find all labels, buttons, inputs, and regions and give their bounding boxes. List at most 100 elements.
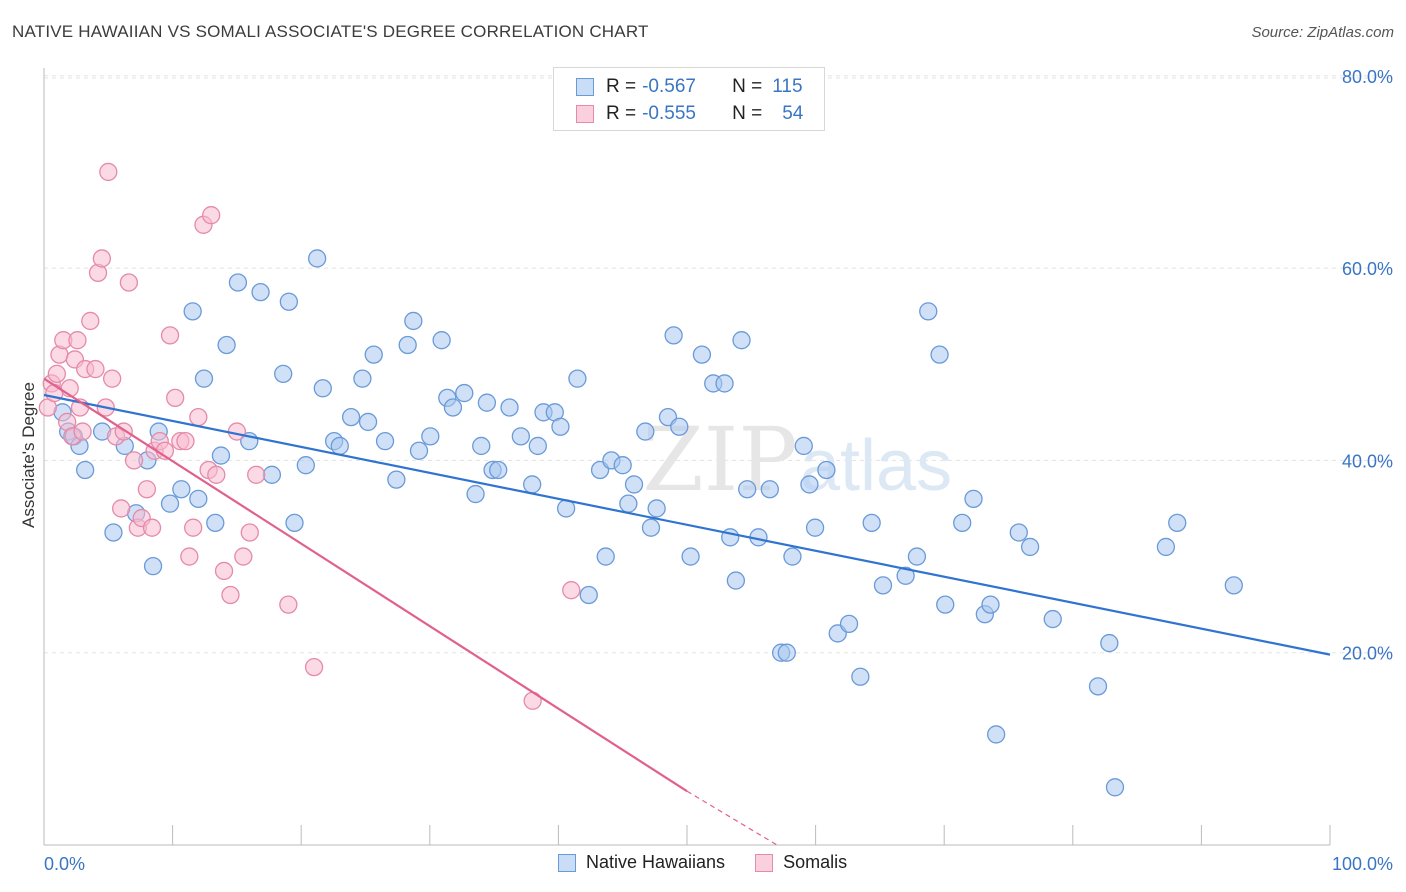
data-point-native-hawaiians: [189, 489, 208, 508]
data-point-native-hawaiians: [330, 436, 349, 456]
data-point-somalis: [221, 585, 240, 605]
data-point-native-hawaiians: [670, 417, 689, 436]
data-point-native-hawaiians: [1105, 778, 1125, 797]
legend-n-value: 54: [782, 103, 804, 124]
trend-line-somalis-extension: [686, 790, 778, 846]
data-point-native-hawaiians: [1043, 609, 1062, 629]
data-point-native-hawaiians: [466, 484, 485, 504]
data-point-native-hawaiians: [919, 302, 938, 321]
trend-line-native-hawaiians: [43, 393, 1331, 656]
data-point-native-hawaiians: [472, 436, 491, 456]
legend-r-value: -0.555: [642, 103, 696, 124]
data-point-native-hawaiians: [1009, 523, 1028, 542]
source-label: Source: ZipAtlas.com: [1251, 24, 1394, 41]
data-point-native-hawaiians: [551, 417, 570, 436]
data-point-native-hawaiians: [794, 436, 813, 456]
data-point-native-hawaiians: [624, 475, 644, 494]
legend-row-somalis: R = -0.555 N = 54: [576, 102, 803, 126]
legend-item-somalis[interactable]: Somalis: [755, 852, 847, 873]
data-point-native-hawaiians: [851, 667, 870, 686]
data-point-native-hawaiians: [783, 547, 802, 566]
data-point-native-hawaiians: [987, 725, 1006, 744]
data-point-somalis: [166, 388, 185, 408]
data-point-somalis: [112, 499, 131, 518]
data-point-somalis: [234, 547, 253, 566]
data-point-native-hawaiians: [953, 513, 972, 533]
data-point-somalis: [240, 523, 259, 542]
data-point-native-hawaiians: [76, 460, 95, 480]
data-point-somalis: [189, 407, 208, 427]
data-point-native-hawaiians: [817, 460, 836, 480]
data-point-native-hawaiians: [443, 398, 463, 417]
legend-swatch-pink: [576, 105, 594, 123]
data-point-native-hawaiians: [726, 571, 746, 590]
data-point-native-hawaiians: [307, 249, 327, 268]
data-point-native-hawaiians: [143, 557, 163, 576]
legend-n-value: 115: [772, 76, 803, 97]
data-point-native-hawaiians: [228, 273, 248, 292]
data-point-native-hawaiians: [664, 326, 683, 345]
data-point-native-hawaiians: [421, 427, 440, 446]
legend-r-value: -0.567: [642, 76, 696, 97]
data-point-somalis: [81, 311, 100, 331]
legend-label-somalis: Somalis: [783, 852, 848, 872]
x-tick-labels: 0.0% 100.0%: [44, 854, 1393, 874]
data-point-native-hawaiians: [619, 494, 638, 513]
data-point-somalis: [99, 162, 118, 182]
data-point-native-hawaiians: [160, 494, 180, 513]
legend-label-native-hawaiians: Native Hawaiians: [586, 852, 726, 872]
data-point-native-hawaiians: [596, 547, 615, 566]
y-tick-labels: 20.0% 40.0% 60.0% 80.0%: [1342, 67, 1393, 664]
data-point-native-hawaiians: [409, 441, 429, 460]
data-point-native-hawaiians: [641, 518, 661, 537]
data-point-native-hawaiians: [777, 643, 796, 662]
data-point-native-hawaiians: [313, 379, 332, 398]
data-point-native-hawaiians: [1020, 537, 1040, 557]
data-point-somalis: [47, 364, 67, 383]
data-point-somalis: [180, 547, 199, 566]
data-point-native-hawaiians: [387, 470, 406, 489]
legend-swatch-blue: [576, 78, 594, 96]
data-point-native-hawaiians: [341, 407, 361, 427]
data-point-native-hawaiians: [579, 585, 598, 605]
data-point-native-hawaiians: [251, 282, 270, 302]
data-point-native-hawaiians: [873, 576, 893, 595]
data-point-native-hawaiians: [523, 475, 542, 494]
data-point-somalis: [124, 451, 144, 470]
data-point-native-hawaiians: [104, 523, 123, 542]
data-point-native-hawaiians: [715, 374, 734, 393]
data-point-native-hawaiians: [285, 513, 304, 533]
data-point-somalis: [184, 518, 203, 537]
x-tick-label: 100.0%: [1332, 854, 1393, 874]
data-point-native-hawaiians: [274, 364, 293, 383]
data-point-native-hawaiians: [1156, 537, 1176, 557]
data-point-native-hawaiians: [489, 460, 508, 480]
data-point-native-hawaiians: [1088, 677, 1108, 696]
series-native-hawaiians: [53, 249, 1243, 797]
legend-swatch-pink: [755, 853, 774, 872]
data-point-native-hawaiians: [375, 432, 395, 451]
data-point-native-hawaiians: [692, 345, 712, 364]
data-point-native-hawaiians: [839, 614, 859, 633]
data-point-somalis: [73, 422, 92, 441]
data-point-native-hawaiians: [432, 331, 451, 350]
data-point-native-hawaiians: [528, 436, 547, 456]
data-point-native-hawaiians: [353, 369, 372, 388]
chart-title: NATIVE HAWAIIAN VS SOMALI ASSOCIATE'S DE…: [12, 22, 649, 41]
data-point-native-hawaiians: [296, 456, 315, 475]
data-point-native-hawaiians: [1168, 513, 1187, 533]
data-point-somalis: [160, 326, 180, 345]
data-point-native-hawaiians: [194, 369, 214, 388]
legend-n-label: N =: [732, 76, 763, 97]
data-point-somalis: [202, 206, 221, 225]
data-point-native-hawaiians: [206, 513, 225, 533]
data-point-somalis: [103, 369, 122, 388]
data-point-somalis: [304, 657, 324, 677]
data-point-native-hawaiians: [262, 465, 282, 484]
data-point-native-hawaiians: [404, 311, 423, 331]
y-axis-label: Associate's Degree: [19, 382, 38, 528]
data-point-native-hawaiians: [636, 422, 655, 441]
data-point-native-hawaiians: [613, 456, 632, 475]
legend-item-native-hawaiians[interactable]: Native Hawaiians: [558, 852, 725, 873]
